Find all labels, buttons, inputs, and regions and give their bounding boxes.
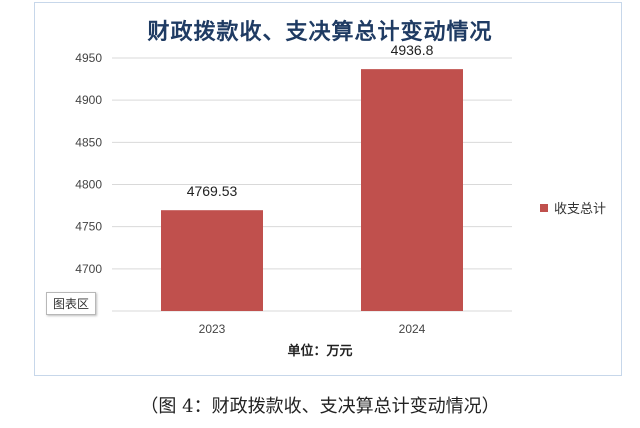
data-label: 4769.53 [187, 183, 238, 199]
chart-frame [34, 2, 622, 376]
bar [161, 210, 263, 311]
x-tick-label: 2024 [399, 322, 426, 336]
y-tick-label: 4850 [75, 135, 102, 149]
plot-area-tooltip: 图表区 [46, 292, 97, 315]
legend: 收支总计 [540, 198, 606, 217]
y-tick-label: 4950 [75, 51, 102, 65]
y-tick-label: 4750 [75, 220, 102, 234]
y-tick-label: 4700 [75, 262, 102, 276]
bar [361, 69, 463, 312]
x-tick-label: 2023 [199, 322, 226, 336]
legend-label: 收支总计 [554, 202, 607, 217]
unit-label: 单位：万元 [287, 344, 353, 359]
y-tick-label: 4900 [75, 93, 102, 107]
data-label: 4936.8 [391, 42, 434, 58]
y-tick-label: 4800 [75, 178, 102, 192]
figure-caption: （图 4：财政拨款收、支决算总计变动情况） [140, 396, 500, 417]
chart-title: 财政拨款收、支决算总计变动情况 [147, 19, 493, 45]
legend-swatch [540, 203, 548, 212]
